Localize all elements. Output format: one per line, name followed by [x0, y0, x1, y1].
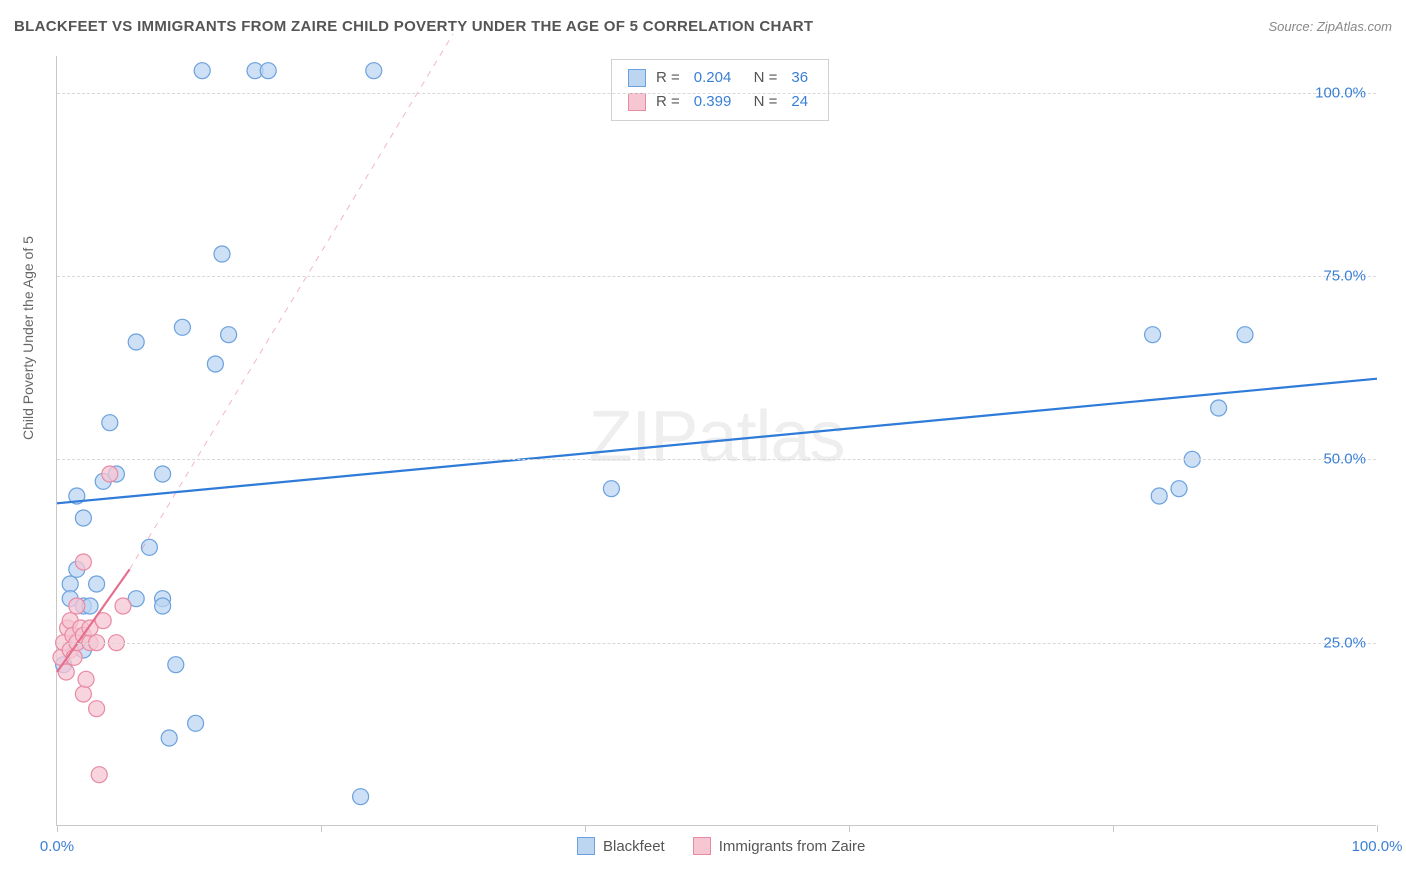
- data-point: [102, 415, 118, 431]
- data-point: [366, 63, 382, 79]
- gridline: [57, 643, 1376, 644]
- y-tick-label: 25.0%: [1323, 634, 1366, 651]
- data-point: [353, 789, 369, 805]
- data-point: [102, 466, 118, 482]
- x-tick: [1377, 825, 1378, 832]
- data-point: [155, 466, 171, 482]
- data-point: [260, 63, 276, 79]
- data-point: [69, 598, 85, 614]
- data-point: [168, 657, 184, 673]
- legend-label: Immigrants from Zaire: [719, 838, 866, 855]
- chart-svg: [57, 56, 1376, 825]
- gridline: [57, 276, 1376, 277]
- x-tick: [849, 825, 850, 832]
- data-point: [155, 598, 171, 614]
- gridline: [57, 459, 1376, 460]
- source-attribution: Source: ZipAtlas.com: [1268, 19, 1392, 34]
- data-point: [174, 319, 190, 335]
- data-point: [603, 481, 619, 497]
- y-tick-label: 50.0%: [1323, 451, 1366, 468]
- y-tick-label: 75.0%: [1323, 268, 1366, 285]
- x-tick: [321, 825, 322, 832]
- x-axis-min-label: 0.0%: [40, 838, 74, 855]
- x-tick: [57, 825, 58, 832]
- data-point: [1237, 327, 1253, 343]
- y-axis-label: Child Poverty Under the Age of 5: [20, 236, 36, 440]
- chart-title: BLACKFEET VS IMMIGRANTS FROM ZAIRE CHILD…: [14, 18, 813, 35]
- data-point: [128, 334, 144, 350]
- legend-swatch: [628, 69, 646, 87]
- data-point: [161, 730, 177, 746]
- data-point: [78, 671, 94, 687]
- x-tick: [585, 825, 586, 832]
- data-point: [91, 767, 107, 783]
- data-point: [188, 715, 204, 731]
- legend-item: Blackfeet: [577, 837, 665, 855]
- r-value: 0.204: [690, 66, 736, 90]
- data-point: [194, 63, 210, 79]
- data-point: [1171, 481, 1187, 497]
- series-legend: Blackfeet Immigrants from Zaire: [577, 837, 865, 855]
- correlation-stats-box: R =0.204 N =36R =0.399 N =24: [611, 59, 829, 121]
- legend-swatch: [577, 837, 595, 855]
- data-point: [89, 576, 105, 592]
- data-point: [115, 598, 131, 614]
- n-value: 36: [787, 66, 812, 90]
- data-point: [1145, 327, 1161, 343]
- data-point: [75, 554, 91, 570]
- data-point: [89, 701, 105, 717]
- legend-item: Immigrants from Zaire: [693, 837, 866, 855]
- data-point: [1211, 400, 1227, 416]
- data-point: [62, 576, 78, 592]
- data-point: [75, 686, 91, 702]
- data-point: [207, 356, 223, 372]
- data-point: [221, 327, 237, 343]
- r-label: R =: [656, 66, 680, 90]
- plot-area: ZIPatlas R =0.204 N =36R =0.399 N =24 Bl…: [56, 56, 1376, 826]
- data-point: [1151, 488, 1167, 504]
- gridline: [57, 93, 1376, 94]
- legend-swatch: [693, 837, 711, 855]
- n-label: N =: [745, 66, 777, 90]
- data-point: [214, 246, 230, 262]
- y-tick-label: 100.0%: [1315, 84, 1366, 101]
- legend-label: Blackfeet: [603, 838, 665, 855]
- x-axis-max-label: 100.0%: [1352, 838, 1403, 855]
- x-tick: [1113, 825, 1114, 832]
- stats-row: R = 0.204 N = 36: [628, 66, 812, 90]
- data-point: [75, 510, 91, 526]
- trend-line-extension: [130, 34, 453, 569]
- data-point: [141, 539, 157, 555]
- legend-swatch: [628, 93, 646, 111]
